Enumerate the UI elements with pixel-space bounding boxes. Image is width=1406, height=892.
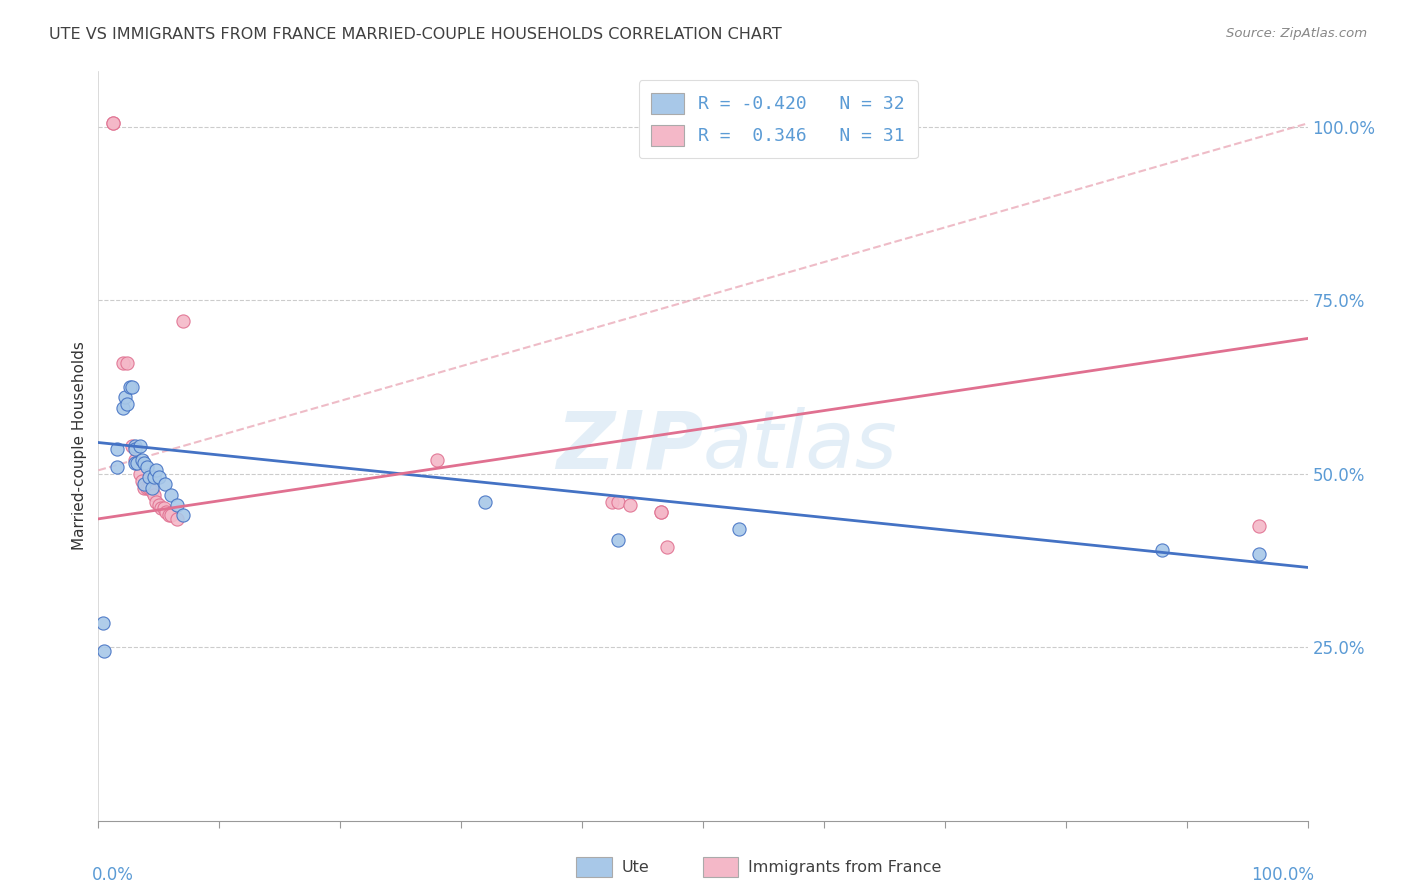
Point [138,470,160,484]
Point [150,501,173,516]
Point [117,397,139,411]
Point [121,439,143,453]
Text: Ute: Ute [621,860,650,874]
Point [131,474,153,488]
Point [650,505,672,519]
Point [127,456,149,470]
Point [143,470,166,484]
Point [114,391,136,405]
Point [172,314,194,328]
Text: Immigrants from France: Immigrants from France [748,860,942,874]
Point [160,487,183,501]
Point [124,453,146,467]
Point [619,498,641,512]
Point [124,456,146,470]
Point [160,508,183,523]
Point [111,401,134,415]
Point [127,456,149,470]
Point [138,481,160,495]
Point [1249,547,1271,561]
Point [155,505,177,519]
Point [1152,543,1174,558]
Point [145,463,167,477]
Point [145,494,167,508]
Point [607,494,630,508]
Text: UTE VS IMMIGRANTS FROM FRANCE MARRIED-COUPLE HOUSEHOLDS CORRELATION CHART: UTE VS IMMIGRANTS FROM FRANCE MARRIED-CO… [49,27,782,42]
Point [91,615,114,630]
Point [166,512,188,526]
Point [101,116,124,130]
Point [157,508,180,523]
Point [655,540,678,554]
Point [117,356,139,370]
Point [128,439,150,453]
Point [602,494,624,508]
Point [426,453,449,467]
Point [105,442,128,457]
Point [141,484,163,499]
Text: atlas: atlas [703,407,898,485]
Point [148,470,170,484]
Point [134,477,156,491]
Point [153,477,176,491]
Legend: R = -0.420   N = 32, R =  0.346   N = 31: R = -0.420 N = 32, R = 0.346 N = 31 [638,80,918,158]
Point [172,508,194,523]
Text: ZIP: ZIP [555,407,703,485]
Text: 0.0%: 0.0% [93,865,134,884]
Point [118,380,141,394]
Point [141,481,163,495]
Point [1249,518,1271,533]
Point [124,439,146,453]
Point [111,356,134,370]
Point [128,467,150,481]
Point [121,380,143,394]
Point [650,505,672,519]
Point [131,453,153,467]
Point [143,487,166,501]
Point [105,459,128,474]
Point [124,442,146,457]
Y-axis label: Married-couple Households: Married-couple Households [72,342,87,550]
FancyBboxPatch shape [576,857,612,877]
Text: 100.0%: 100.0% [1250,865,1313,884]
Text: Source: ZipAtlas.com: Source: ZipAtlas.com [1226,27,1367,40]
Point [166,498,188,512]
Point [728,522,751,536]
Point [134,481,156,495]
Point [474,494,496,508]
Point [135,481,157,495]
Point [101,116,124,130]
Point [607,533,630,547]
Point [93,643,115,657]
Point [134,456,156,470]
Point [148,498,170,512]
Point [152,501,174,516]
Point [135,459,157,474]
FancyBboxPatch shape [703,857,738,877]
